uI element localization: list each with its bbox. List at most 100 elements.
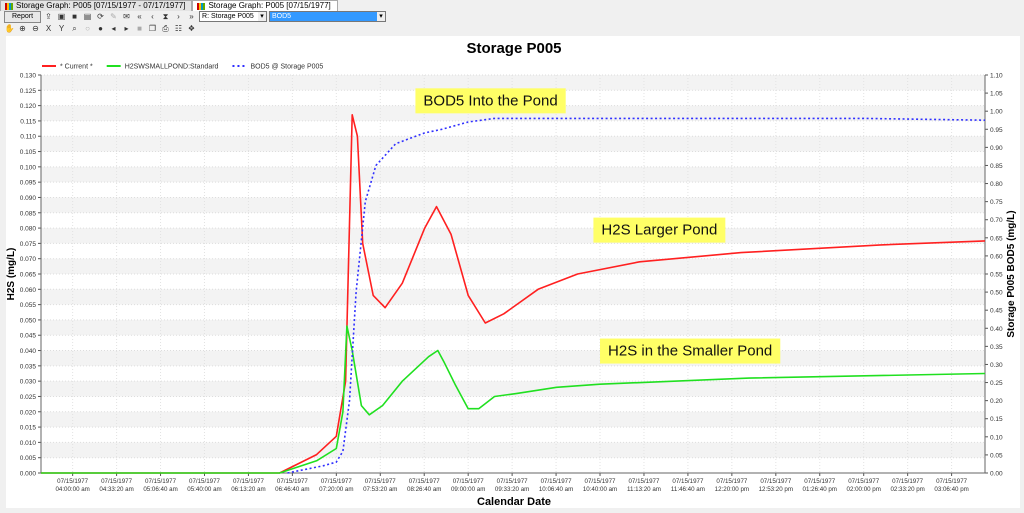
legend-label: H2SWSMALLPOND:Standard <box>125 64 219 71</box>
scroll-left-icon[interactable]: ◂ <box>111 24 116 33</box>
x-tick-date: 07/15/1977 <box>892 478 924 485</box>
x-axis-icon[interactable]: X <box>45 24 52 33</box>
y-axis-icon[interactable]: Y <box>58 24 65 33</box>
pan-hand-icon[interactable]: ✋ <box>4 24 15 33</box>
hourglass-icon[interactable]: ⧗ <box>162 11 169 21</box>
x-tick-date: 07/15/1977 <box>585 478 617 485</box>
x-tick-date: 07/15/1977 <box>233 478 265 485</box>
tab-storage-graph-range[interactable]: Storage Graph: P005 [07/15/1977 - 07/17/… <box>0 0 193 11</box>
y2-tick-label: 0.70 <box>990 217 1003 224</box>
x-tick-time: 01:26:40 pm <box>803 486 837 493</box>
y2-tick-label: 0.00 <box>990 471 1003 478</box>
y-tick-label: 0.010 <box>20 440 37 447</box>
grid-band <box>41 442 985 458</box>
last-icon[interactable]: » <box>189 11 194 21</box>
y2-tick-label: 0.15 <box>990 416 1003 423</box>
y-tick-label: 0.070 <box>20 256 37 263</box>
toolbar-chart: ✋ ⊕ ⊖ X Y ⌕ ○ ● ◂ ▸ ■ ❐ ⎙ ☷ ❖ <box>4 24 197 35</box>
save-as-icon[interactable]: ▤ <box>83 11 92 21</box>
properties-icon[interactable]: ☷ <box>174 24 183 33</box>
x-tick-date: 07/15/1977 <box>145 478 177 485</box>
x-tick-time: 11:46:40 am <box>671 486 705 493</box>
first-icon[interactable]: « <box>137 11 142 21</box>
next-icon[interactable]: › <box>177 11 180 21</box>
grid-band <box>41 319 985 336</box>
grid-band <box>41 197 985 213</box>
x-tick-time: 05:40:00 am <box>187 486 221 493</box>
grid-band <box>41 381 985 397</box>
zoom-out-icon[interactable]: ⊖ <box>32 24 39 33</box>
y-tick-label: 0.100 <box>20 164 37 171</box>
prev-icon[interactable]: ‹ <box>151 11 154 21</box>
y2-tick-label: 0.55 <box>990 272 1003 279</box>
y-tick-label: 0.065 <box>20 272 37 279</box>
x-tick-time: 07:53:20 am <box>363 486 397 493</box>
x-tick-date: 07/15/1977 <box>365 478 397 485</box>
grid-band <box>41 228 985 244</box>
y2-tick-label: 0.65 <box>990 235 1003 242</box>
x-tick-date: 07/15/1977 <box>277 478 309 485</box>
zoom-fit-icon[interactable]: ⌕ <box>72 24 77 33</box>
palette-icon[interactable]: ❖ <box>187 24 196 33</box>
x-tick-time: 10:06:40 am <box>539 486 573 493</box>
y2-tick-label: 0.40 <box>990 326 1003 333</box>
y-tick-label: 0.095 <box>20 180 37 187</box>
x-tick-time: 07:20:00 am <box>319 486 353 493</box>
parameter-select[interactable]: BOD5 <box>269 11 387 22</box>
open-icon[interactable]: ▣ <box>57 11 66 21</box>
series-line-0 <box>41 114 986 474</box>
y2-tick-label: 0.05 <box>990 452 1003 459</box>
globe-icon[interactable]: ● <box>98 24 103 33</box>
y2-tick-label: 0.85 <box>990 163 1003 170</box>
edit-icon[interactable]: ✎ <box>110 11 117 21</box>
x-tick-date: 07/15/1977 <box>804 478 836 485</box>
chart-icon <box>197 2 206 10</box>
series-line-2 <box>287 117 986 474</box>
grid-band <box>41 166 985 183</box>
save-icon[interactable]: ■ <box>72 11 77 21</box>
y-tick-label: 0.015 <box>20 425 37 432</box>
chart-icon <box>5 2 13 10</box>
y-tick-label: 0.005 <box>20 455 37 462</box>
y2-tick-label: 1.10 <box>990 73 1003 80</box>
copy-icon[interactable]: ❐ <box>148 24 157 33</box>
y2-tick-label: 0.30 <box>990 362 1003 369</box>
x-tick-time: 08:26:40 am <box>407 486 441 493</box>
y-tick-label: 0.130 <box>20 73 37 80</box>
y2-tick-label: 0.75 <box>990 199 1003 206</box>
x-tick-time: 02:00:00 pm <box>847 486 881 493</box>
y-tick-label: 0.020 <box>20 409 37 416</box>
stop-icon[interactable]: ■ <box>137 24 142 33</box>
print-icon[interactable]: ⎙ <box>162 24 169 33</box>
y-tick-label: 0.105 <box>20 149 37 156</box>
y2-tick-label: 1.05 <box>990 91 1003 98</box>
y2-tick-label: 0.25 <box>990 380 1003 387</box>
x-tick-date: 07/15/1977 <box>189 478 221 485</box>
legend-label: * Current * <box>60 64 93 71</box>
x-tick-time: 02:33:20 pm <box>890 486 924 493</box>
y-tick-label: 0.060 <box>20 287 37 294</box>
report-button[interactable]: Report <box>4 10 42 23</box>
storage-chart[interactable]: Storage P005 * Current * H2SWSMALLPOND:St… <box>6 36 1020 508</box>
refresh-icon[interactable]: ⟳ <box>97 11 104 21</box>
grid-band <box>41 75 985 91</box>
x-tick-date: 07/15/1977 <box>101 478 133 485</box>
x-tick-time: 04:33:20 am <box>99 486 133 493</box>
export-icon[interactable]: ⇪ <box>45 11 52 21</box>
zoom-reset-icon[interactable]: ○ <box>85 24 90 33</box>
zoom-in-icon[interactable]: ⊕ <box>19 24 26 33</box>
x-tick-time: 06:13:20 am <box>231 486 265 493</box>
mail-icon[interactable]: ✉ <box>123 11 130 21</box>
y2-tick-label: 0.95 <box>990 127 1003 134</box>
y-tick-label: 0.040 <box>20 348 37 355</box>
tab-storage-graph-day[interactable]: Storage Graph: P005 [07/15/1977] <box>192 0 338 11</box>
x-tick-date: 07/15/1977 <box>760 478 792 485</box>
y-tick-label: 0.075 <box>20 241 37 248</box>
location-select[interactable]: R: Storage P005 <box>199 11 268 22</box>
scroll-right-icon[interactable]: ▸ <box>124 24 129 33</box>
y-tick-label: 0.120 <box>20 103 37 110</box>
y2-tick-label: 0.45 <box>990 308 1003 315</box>
y-tick-label: 0.115 <box>20 118 36 125</box>
grid-band <box>41 350 985 366</box>
y-tick-label: 0.025 <box>20 394 37 401</box>
